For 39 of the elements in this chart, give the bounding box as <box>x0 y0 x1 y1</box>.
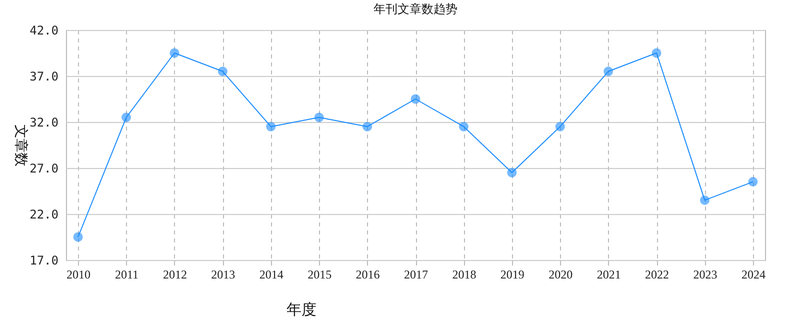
point <box>748 177 758 187</box>
x-tick-label: 2015 <box>308 268 332 282</box>
x-tick-label: 2016 <box>356 268 380 282</box>
x-axis-title: 年度 <box>286 300 316 318</box>
y-tick-label: 37.0 <box>30 70 58 84</box>
y-tick-label: 22.0 <box>30 208 58 222</box>
point <box>700 195 710 205</box>
point <box>652 48 662 58</box>
x-tick-label: 2013 <box>211 268 236 282</box>
x-tick-label: 2022 <box>645 268 670 282</box>
point <box>362 122 372 132</box>
point <box>604 66 614 76</box>
chart-title: 年刊文章数趋势 <box>374 2 458 16</box>
x-tick-label: 2011 <box>114 268 139 282</box>
x-tick-label: 2021 <box>596 268 621 282</box>
x-tick-label: 2010 <box>66 268 91 282</box>
point <box>73 232 83 242</box>
x-tick-label: 2019 <box>500 268 524 282</box>
point <box>218 66 228 76</box>
point <box>410 94 420 104</box>
point <box>458 122 468 132</box>
y-tick-label: 42.0 <box>30 24 58 38</box>
point <box>170 48 180 58</box>
x-tick-label: 2024 <box>741 268 766 282</box>
x-tick-label: 2017 <box>404 268 428 282</box>
x-tick-label: 2014 <box>259 268 284 282</box>
y-axis-title: 文章数 <box>12 124 29 166</box>
x-tick-label: 2020 <box>548 268 573 282</box>
x-tick-label: 2012 <box>162 268 187 282</box>
point <box>122 112 131 122</box>
point <box>314 112 324 122</box>
y-tick-label: 32.0 <box>30 116 58 130</box>
x-tick-label: 2023 <box>693 268 718 282</box>
x-tick-label: 2018 <box>452 268 476 282</box>
point <box>555 122 565 132</box>
y-tick-label: 27.0 <box>30 162 58 176</box>
point <box>507 168 517 178</box>
point <box>266 122 276 132</box>
y-tick-label: 17.0 <box>30 254 58 268</box>
